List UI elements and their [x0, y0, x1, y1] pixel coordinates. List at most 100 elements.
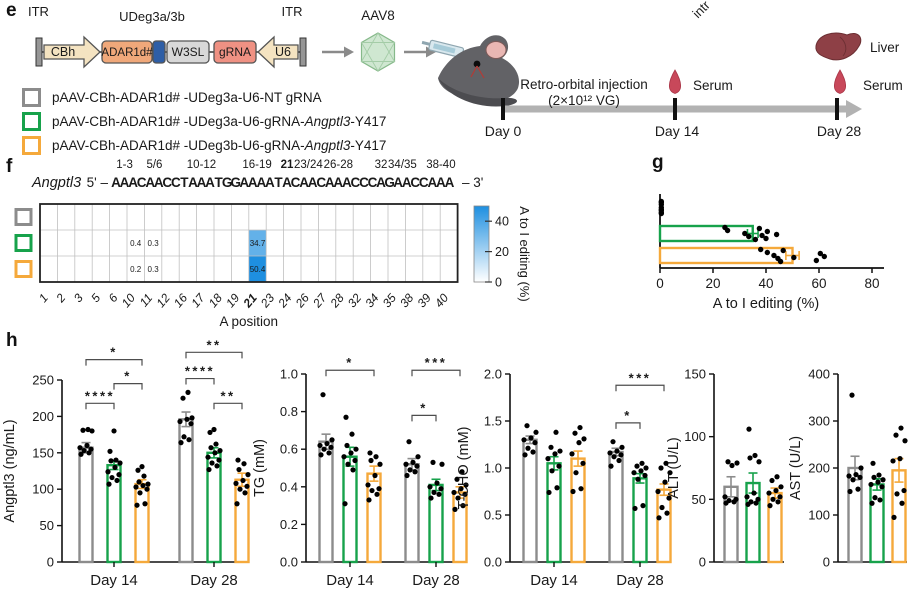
- data-dot: [207, 429, 213, 436]
- data-dot: [458, 486, 464, 492]
- y-tick: 0.4: [280, 479, 298, 494]
- tg-chart: 0.00.20.40.60.81.0TG (mM)Day 14 Day 28***…: [252, 355, 469, 589]
- data-dot: [610, 439, 616, 445]
- y-tick: 2.0: [484, 367, 502, 382]
- day14-label: Day 14: [655, 123, 700, 139]
- data-dot: [576, 440, 582, 446]
- data-dot: [114, 477, 120, 484]
- data-dot: [80, 427, 86, 433]
- column-label: 18: [206, 291, 226, 310]
- data-dot: [81, 448, 87, 454]
- data-dot: [573, 470, 579, 476]
- y-tick: 150: [32, 445, 54, 460]
- group-label: Day 14: [90, 572, 138, 589]
- data-dot: [894, 491, 900, 497]
- w3sl-box: [166, 40, 210, 64]
- data-dot: [352, 457, 358, 464]
- significance-stars: ****: [185, 364, 215, 379]
- data-dot: [528, 435, 534, 441]
- data-dot: [725, 459, 731, 465]
- significance-stars: *: [346, 355, 354, 370]
- data-dot: [524, 423, 530, 429]
- data-dot: [632, 505, 638, 512]
- seq-letter: C: [137, 175, 147, 190]
- position-group-label: 34/35: [388, 159, 417, 171]
- data-dot: [349, 431, 355, 437]
- data-dot: [350, 467, 356, 473]
- seq-letter: A: [265, 175, 275, 190]
- x-tick: 80: [864, 276, 879, 291]
- data-dot: [870, 460, 876, 466]
- data-dot: [656, 515, 662, 521]
- bar: [318, 440, 334, 564]
- data-dot: [317, 442, 323, 449]
- data-dot: [451, 489, 457, 496]
- data-dot: [724, 227, 731, 234]
- u6-arrow: [257, 35, 299, 69]
- cell-value: 34.7: [250, 239, 266, 248]
- position-group-label: 23/24: [294, 159, 323, 171]
- five-prime-label: 5' –: [87, 175, 109, 190]
- legend-text: pAAV-CBh-ADAR1d# -UDeg3b-U6-gRNA-Angptl3…: [52, 138, 387, 153]
- colorbar-tick: 0: [495, 276, 502, 290]
- seq-letter: A: [333, 175, 343, 190]
- y-axis-label: ALT (U/L): [666, 437, 682, 499]
- data-dot: [344, 442, 350, 449]
- data-dot: [549, 468, 555, 474]
- data-dot: [85, 426, 91, 433]
- liver-label: Liver: [870, 40, 900, 55]
- y-tick: 0: [699, 555, 706, 570]
- data-dot: [849, 392, 855, 398]
- legend-item-udeg3b: pAAV-CBh-ADAR1d# -UDeg3b-U6-gRNA-Angptl3…: [22, 136, 386, 155]
- data-dot: [139, 464, 145, 470]
- data-dot: [759, 232, 765, 239]
- editing-heatmap: 0.4 0.3 34.70.2 0.3 50.41 2 3 5 6101112161718192…: [14, 203, 532, 329]
- data-dot: [664, 510, 670, 516]
- y-axis-label: T-CHO (mM): [456, 427, 472, 510]
- data-dot: [770, 496, 776, 502]
- y-tick: 100: [32, 482, 54, 497]
- significance-bracket: [411, 414, 437, 422]
- bar: [522, 438, 538, 564]
- seq-letter: A: [256, 175, 266, 190]
- data-dot: [113, 457, 119, 463]
- seq-letter: A: [205, 175, 215, 190]
- timeline-arrowhead-icon: [846, 100, 862, 118]
- significance-bracket: [615, 384, 665, 392]
- data-dot: [374, 491, 380, 497]
- data-dot: [77, 445, 83, 451]
- data-dot: [109, 474, 115, 481]
- data-dot: [643, 465, 649, 471]
- panel-label-f: f: [6, 156, 13, 177]
- serum-drop-icon: [833, 69, 847, 94]
- data-dot: [141, 473, 147, 479]
- data-dot: [744, 494, 750, 500]
- u6-label: U6: [275, 45, 291, 59]
- data-dot: [729, 462, 735, 469]
- seq-letter: C: [351, 175, 361, 190]
- seq-letter: A: [393, 175, 403, 190]
- seq-letter: C: [291, 175, 301, 190]
- data-dot: [326, 450, 332, 456]
- data-dot: [778, 484, 784, 490]
- data-dot: [545, 456, 551, 462]
- seq-letter: A: [111, 175, 121, 190]
- column-label: 40: [432, 291, 452, 310]
- seq-letter: A: [325, 175, 335, 190]
- data-dot: [242, 490, 248, 496]
- seq-letter: C: [359, 175, 369, 190]
- data-dot: [722, 494, 728, 500]
- data-dot: [206, 466, 212, 473]
- cell-value: 0.3: [148, 265, 160, 274]
- data-dot: [353, 446, 359, 452]
- data-dot: [455, 495, 461, 501]
- seq-letter: G: [230, 175, 241, 190]
- seq-letter: C: [410, 175, 420, 190]
- data-dot: [414, 463, 420, 469]
- data-dot: [891, 514, 897, 520]
- data-dot: [771, 252, 777, 259]
- data-dot: [233, 480, 239, 486]
- data-dot: [897, 456, 903, 462]
- data-dot: [367, 450, 373, 456]
